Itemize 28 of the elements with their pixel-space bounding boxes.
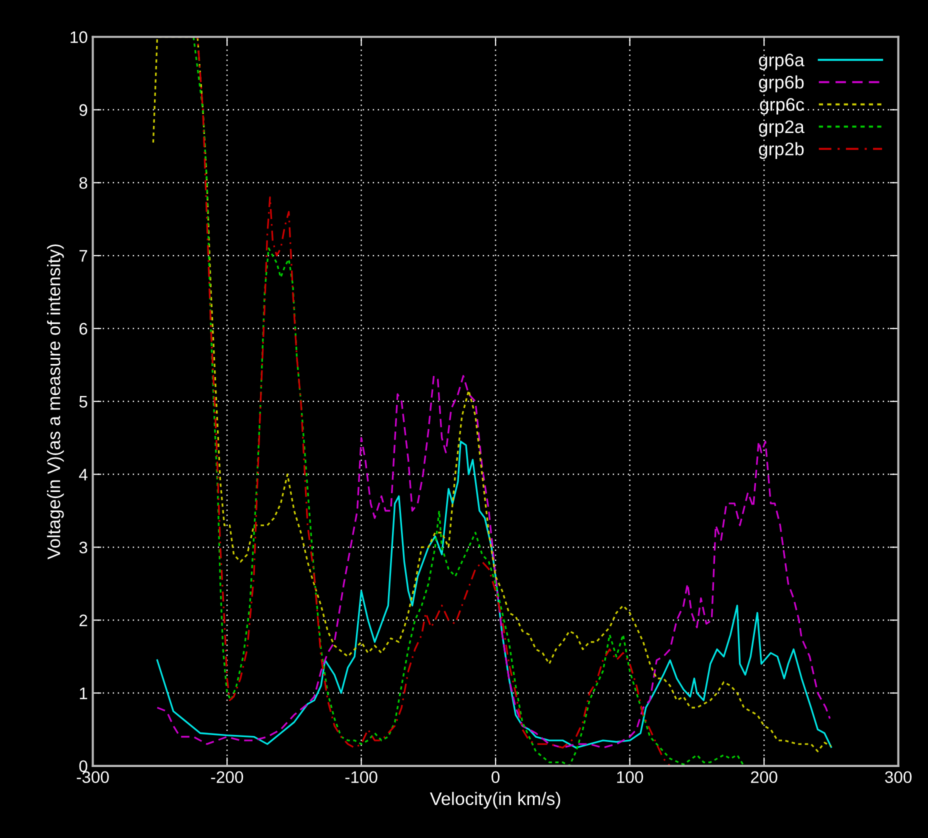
- legend-label: grp2a: [759, 120, 804, 137]
- y-axis-title: Voltage(in V)(as a measure of intensity): [47, 244, 64, 560]
- y-tick-label: 5: [79, 396, 88, 408]
- y-tick-label: 4: [79, 468, 88, 480]
- x-tick-label: -300: [76, 771, 109, 784]
- legend-label: grp6b: [759, 75, 804, 92]
- y-tick-label: 0: [79, 760, 88, 772]
- line-series: [156, 375, 831, 749]
- x-tick-label: 200: [750, 771, 778, 784]
- y-tick-label: 1: [80, 688, 88, 700]
- line-series: [156, 440, 832, 749]
- y-tick-label: 3: [79, 542, 88, 554]
- y-tick-label: 7: [80, 250, 88, 262]
- y-tick-label: 9: [79, 104, 88, 116]
- x-tick-label: 0: [492, 771, 500, 784]
- x-tick-label: 300: [885, 771, 912, 784]
- y-tick-label: 6: [80, 322, 88, 335]
- x-tick-label: -200: [211, 771, 244, 784]
- x-axis-title: Velocity(in km/s): [430, 792, 560, 809]
- legend-label: grp6a: [759, 54, 804, 70]
- x-tick-label: 100: [617, 771, 644, 784]
- y-tick-label: 2: [80, 614, 88, 626]
- legend-label: grp6c: [760, 98, 804, 114]
- legend-label: grp2b: [759, 142, 804, 159]
- line-series: [152, 36, 832, 752]
- y-tick-label: 8: [79, 177, 88, 189]
- x-tick-label: -100: [345, 771, 378, 784]
- y-tick-label: 10: [70, 31, 88, 44]
